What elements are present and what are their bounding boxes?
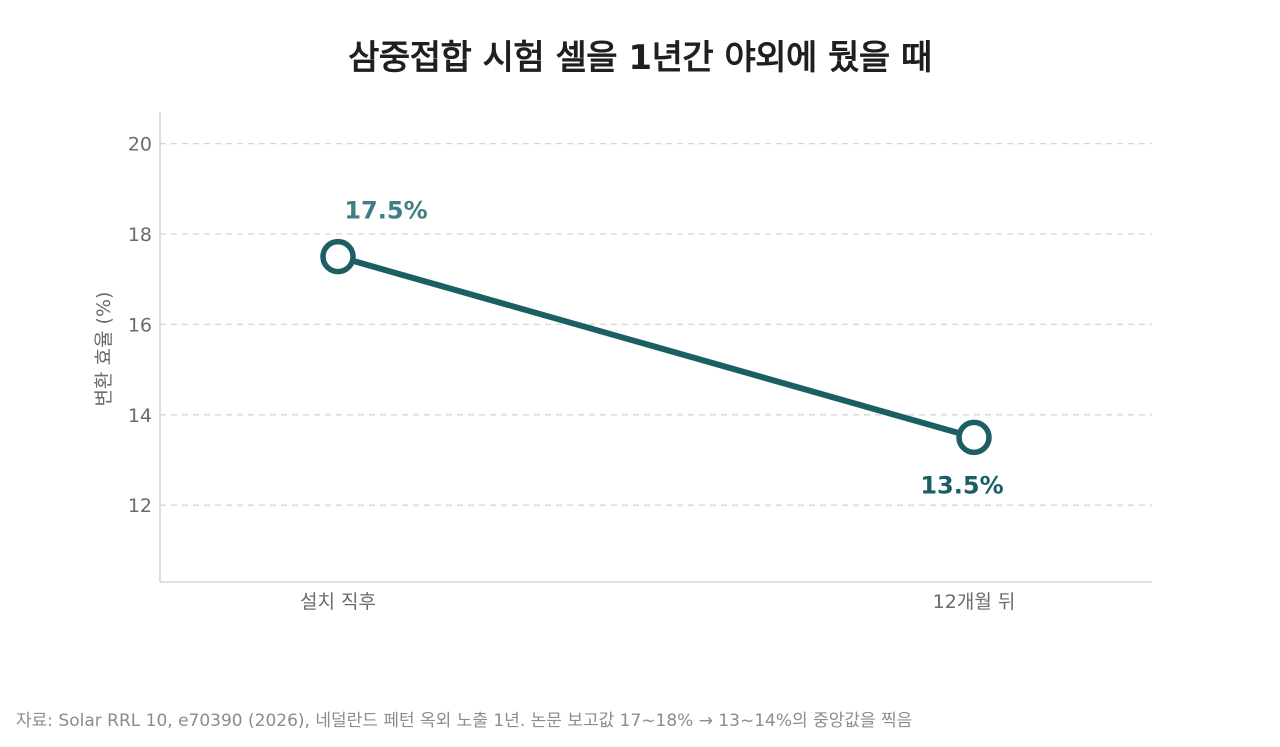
series-line xyxy=(335,253,977,441)
y-tick-label: 16 xyxy=(128,314,152,336)
source-note: 자료: Solar RRL 10, e70390 (2026), 네덜란드 페턴… xyxy=(16,711,913,731)
data-label: 17.5% xyxy=(344,197,427,225)
data-point-marker xyxy=(956,419,992,456)
y-tick-label: 18 xyxy=(128,224,152,246)
y-tick-label: 12 xyxy=(128,495,152,517)
data-label: 13.5% xyxy=(920,471,1003,499)
chart-axes xyxy=(159,112,1152,583)
x-tick-labels: 설치 직후 12개월 뒤 xyxy=(300,591,1015,613)
y-axis-label: 변환 효율 (%) xyxy=(93,292,115,407)
data-labels: 17.5% 13.5% xyxy=(344,197,1003,500)
line-chart: 12 14 16 18 20 설치 직후 12개월 뒤 변환 효율 (%) 17.5% 13… xyxy=(93,112,1152,613)
x-tick-label: 설치 직후 xyxy=(300,591,376,613)
y-tick-label: 14 xyxy=(128,405,152,427)
y-tick-labels: 12 14 16 18 20 xyxy=(128,134,152,518)
chart-title: 삼중접합 시험 셀을 1년간 야외에 뒀을 때 xyxy=(348,38,932,78)
series-line-group xyxy=(320,238,992,456)
data-point-marker xyxy=(320,238,356,275)
grid-lines xyxy=(160,142,1152,506)
y-tick-label: 20 xyxy=(128,134,152,156)
x-tick-label: 12개월 뒤 xyxy=(933,591,1016,613)
